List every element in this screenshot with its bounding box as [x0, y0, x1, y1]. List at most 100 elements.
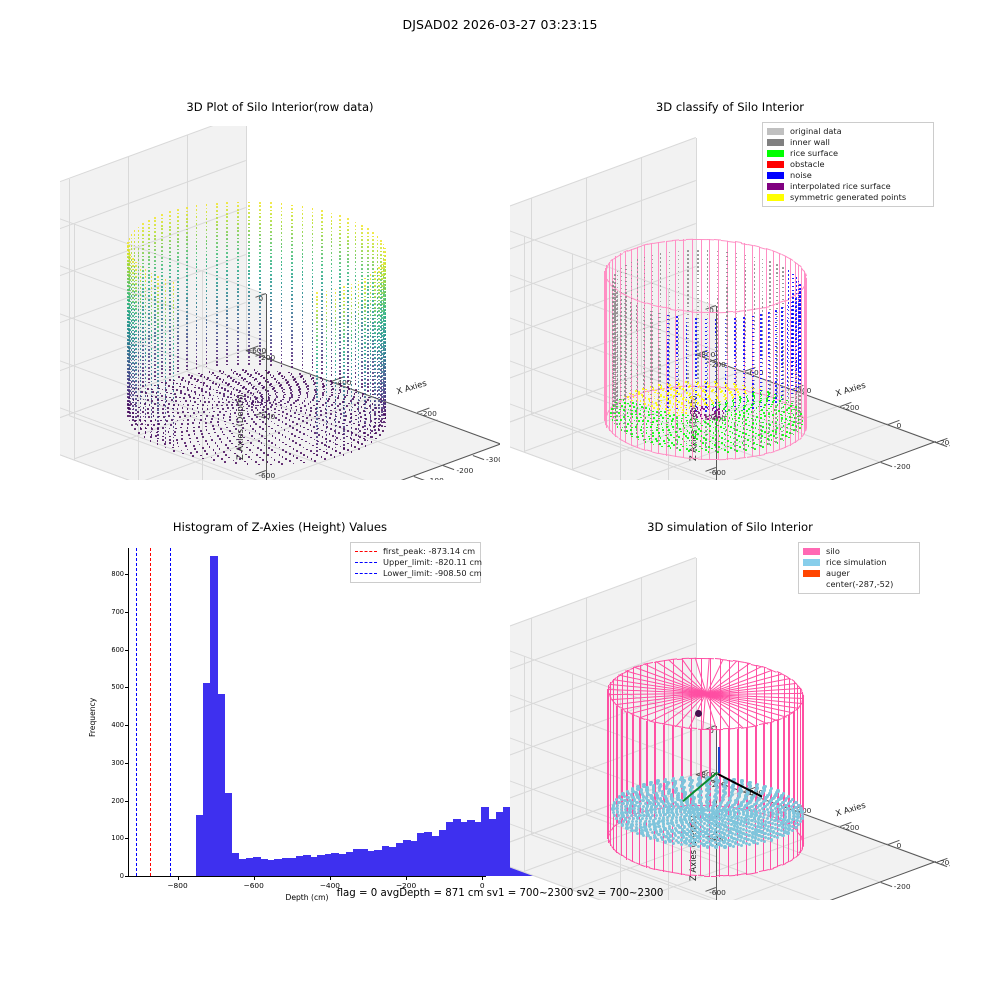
data-point	[157, 409, 160, 411]
data-point	[137, 284, 140, 286]
data-point	[205, 250, 208, 253]
data-point	[616, 379, 618, 382]
data-point	[354, 329, 357, 331]
data-point	[380, 361, 382, 364]
data-point	[616, 312, 618, 314]
data-point	[324, 408, 327, 410]
data-point	[137, 352, 140, 355]
data-point	[169, 396, 171, 399]
data-point	[142, 259, 145, 261]
data-point	[361, 296, 363, 299]
data-point	[269, 270, 272, 273]
data-point	[172, 311, 175, 313]
panel-raw-3d[interactable]: 3D Plot of Silo Interior(row data) -600-…	[60, 100, 500, 480]
data-point	[129, 264, 132, 267]
data-point	[338, 431, 340, 434]
data-point	[319, 413, 322, 416]
data-point	[157, 376, 160, 379]
data-point	[247, 413, 249, 415]
data-point	[246, 396, 249, 398]
data-point	[234, 428, 237, 431]
data-point	[168, 385, 171, 388]
data-point	[129, 268, 132, 270]
data-point	[133, 352, 136, 355]
data-point	[316, 353, 318, 356]
data-point	[714, 402, 717, 404]
data-point	[339, 326, 341, 329]
panel-classify-3d[interactable]: 3D classify of Silo Interior -800-600-40…	[510, 100, 950, 480]
data-point	[127, 320, 130, 323]
data-point	[205, 347, 208, 350]
data-point	[369, 349, 372, 352]
data-point	[334, 320, 337, 323]
data-point	[224, 444, 227, 446]
data-point	[342, 429, 345, 432]
data-point	[173, 379, 175, 382]
data-point	[150, 337, 153, 340]
data-point	[221, 398, 224, 401]
data-point	[239, 457, 242, 460]
data-point	[280, 257, 283, 259]
data-point	[152, 415, 155, 417]
data-point	[186, 228, 189, 231]
data-point	[258, 295, 261, 297]
data-point	[130, 269, 133, 272]
data-point	[383, 277, 386, 280]
data-point	[321, 210, 324, 212]
data-point	[354, 343, 357, 346]
data-point	[226, 270, 229, 273]
data-point	[384, 266, 387, 269]
data-point	[322, 394, 324, 397]
data-point	[311, 265, 314, 268]
data-point	[195, 349, 198, 351]
data-point	[186, 343, 189, 346]
data-point	[311, 362, 314, 365]
data-point	[372, 232, 375, 234]
data-point	[195, 316, 198, 319]
data-point	[226, 295, 229, 298]
data-point	[667, 441, 669, 444]
data-point	[330, 298, 333, 301]
data-point	[350, 312, 353, 315]
data-point	[616, 331, 618, 334]
data-point	[291, 254, 293, 257]
data-point	[177, 252, 180, 254]
data-point	[315, 391, 317, 393]
axes-raw-3d[interactable]: -600-400-2000-400-300-200-10001002003004…	[60, 126, 500, 480]
data-point	[265, 411, 268, 413]
data-point	[311, 272, 314, 275]
data-point	[164, 390, 167, 393]
data-point	[258, 277, 261, 279]
data-point	[244, 371, 246, 374]
data-point	[205, 211, 208, 213]
data-point	[325, 301, 328, 304]
data-point	[306, 396, 309, 398]
data-point	[269, 256, 272, 258]
data-point	[153, 424, 155, 426]
data-point	[169, 326, 171, 329]
data-point	[382, 247, 385, 250]
data-point	[226, 255, 229, 258]
data-point	[133, 316, 136, 319]
data-point	[172, 433, 175, 435]
data-point	[364, 306, 366, 309]
data-point	[378, 400, 380, 402]
data-point	[164, 376, 167, 378]
data-point	[172, 372, 175, 374]
data-point	[131, 261, 134, 264]
data-point	[137, 259, 140, 261]
data-point	[195, 216, 198, 218]
data-point	[382, 380, 385, 382]
data-point	[127, 367, 130, 370]
data-point	[172, 357, 175, 360]
data-point	[367, 346, 369, 349]
data-point	[205, 286, 208, 289]
data-point	[186, 347, 189, 349]
data-point	[367, 339, 369, 342]
data-point	[241, 443, 244, 446]
data-point	[179, 383, 182, 386]
data-point	[330, 273, 333, 276]
data-point	[127, 328, 130, 330]
data-point	[380, 254, 382, 256]
data-point	[350, 283, 353, 286]
